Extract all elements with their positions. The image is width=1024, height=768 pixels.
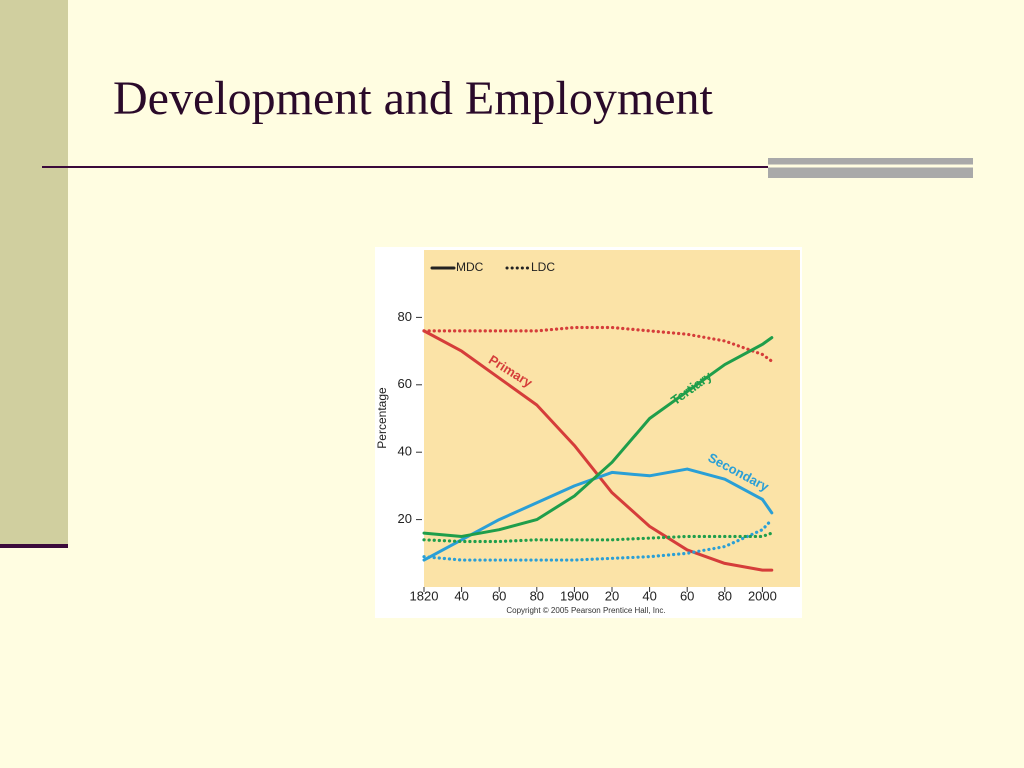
x-tick-label: 60 bbox=[492, 588, 506, 603]
x-tick-label: 1820 bbox=[410, 588, 439, 603]
y-tick-label: 20 bbox=[398, 511, 412, 526]
x-tick-label: 1900 bbox=[560, 588, 589, 603]
side-rule bbox=[0, 544, 68, 548]
series-line bbox=[422, 336, 774, 538]
y-tick-label: 40 bbox=[398, 444, 412, 459]
y-tick-label: 60 bbox=[398, 376, 412, 391]
copyright-note: Copyright © 2005 Pearson Prentice Hall, … bbox=[506, 606, 665, 615]
x-tick-label: 60 bbox=[680, 588, 694, 603]
series-line bbox=[422, 531, 774, 544]
y-tick-label: 80 bbox=[398, 309, 412, 324]
series-line bbox=[422, 325, 774, 363]
x-tick-label: 80 bbox=[718, 588, 732, 603]
title-bar bbox=[768, 158, 973, 178]
series-line bbox=[422, 329, 774, 572]
x-tick-label: 40 bbox=[454, 588, 468, 603]
x-tick-label: 20 bbox=[605, 588, 619, 603]
legend-label: MDC bbox=[456, 260, 484, 274]
series-line bbox=[422, 518, 774, 562]
x-tick-label: 2000 bbox=[748, 588, 777, 603]
chart: 20 40 60 80 1820 40 60 80 1900 20 40 60 80 2000 Percen… bbox=[375, 260, 777, 615]
x-tick-label: 80 bbox=[530, 588, 544, 603]
series-line bbox=[422, 467, 774, 562]
y-axis-label: Percentage bbox=[375, 387, 389, 449]
legend-label: LDC bbox=[531, 260, 555, 274]
side-bar bbox=[0, 0, 68, 546]
slide-title: Development and Employment bbox=[113, 72, 714, 125]
x-tick-label: 40 bbox=[642, 588, 656, 603]
